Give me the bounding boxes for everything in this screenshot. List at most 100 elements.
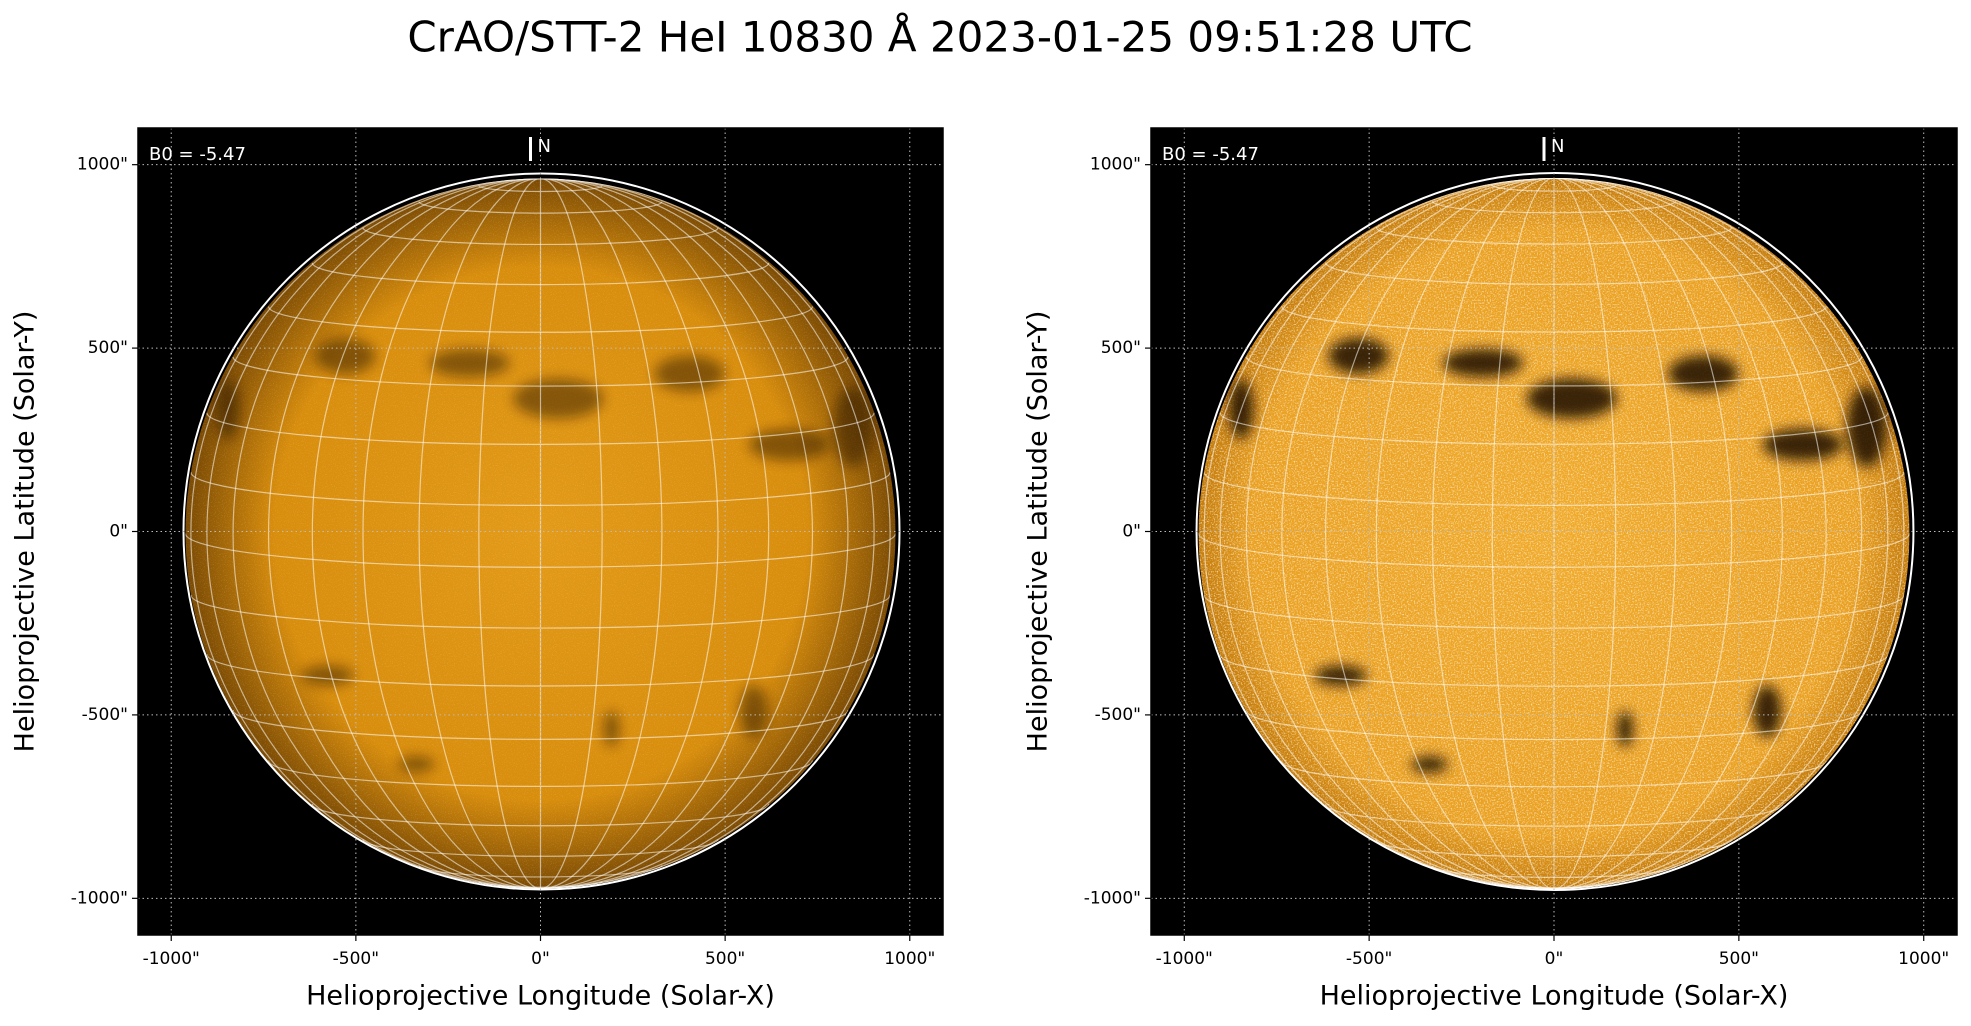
meridian [478, 178, 541, 889]
x-tick-label: 0" [531, 949, 550, 969]
parallel [232, 356, 849, 387]
parallel [1431, 200, 1677, 214]
meridian [540, 178, 770, 889]
filament [513, 378, 604, 419]
plot-frame [1150, 127, 1958, 936]
y-tick-label: 500" [1101, 338, 1141, 358]
meridian [362, 178, 541, 889]
x-axis-label: Helioprojective Longitude (Solar-X) [1320, 981, 1789, 1012]
parallel [1281, 760, 1827, 788]
y-axis-label: Helioprojective Latitude (Solar-Y) [1023, 311, 1054, 753]
x-tick-label: 500" [705, 949, 745, 969]
meridian [1553, 178, 1863, 889]
meridian [1324, 178, 1555, 889]
filament [1328, 337, 1389, 374]
parallel [1324, 262, 1784, 285]
y-axis-label: Helioprojective Latitude (Solar-Y) [10, 311, 41, 753]
meridian [267, 178, 541, 889]
meridian [1281, 178, 1555, 889]
x-tick-label: 0" [1545, 949, 1564, 969]
filament [1846, 386, 1887, 467]
filament [603, 710, 620, 747]
meridian [1553, 178, 1889, 889]
parallel [418, 201, 663, 214]
meridian [1431, 178, 1555, 889]
y-tick-label: -1000" [1084, 888, 1141, 908]
meridian [1553, 178, 1827, 889]
parallel [1245, 710, 1863, 741]
y-tick-label: 500" [88, 338, 128, 358]
meridian [540, 178, 719, 889]
x-tick-label: -500" [333, 949, 379, 969]
meridian [540, 178, 663, 889]
meridian [1553, 178, 1677, 889]
x-tick-label: -1000" [143, 949, 200, 969]
parallel [232, 710, 849, 740]
filament [654, 355, 725, 392]
parallel [311, 262, 770, 286]
north-label: N [1551, 136, 1564, 157]
meridian [1553, 178, 1617, 889]
meridian [540, 178, 849, 889]
north-label: N [538, 136, 551, 157]
meridian [232, 178, 541, 889]
parallel [1198, 533, 1910, 568]
parallel [1203, 472, 1905, 506]
filament [315, 337, 376, 374]
meridian [1245, 178, 1555, 889]
meridian [540, 178, 814, 889]
meridian [1553, 178, 1733, 889]
meridian [1491, 178, 1555, 889]
filament [301, 665, 354, 686]
x-tick-label: 1000" [884, 949, 935, 969]
parallel [1375, 839, 1733, 858]
parallel [418, 865, 663, 878]
parallel [206, 654, 875, 687]
filament [1668, 355, 1739, 392]
meridian [1553, 178, 1784, 889]
meridian [311, 178, 541, 889]
annotation: B0 = -5.47 [1162, 144, 1259, 165]
x-tick-label: -1000" [1156, 949, 1213, 969]
parallel [1431, 865, 1677, 878]
filament [429, 349, 510, 378]
y-tick-label: 0" [109, 522, 128, 542]
parallel [362, 227, 719, 246]
parallel [190, 472, 891, 506]
annotation: B0 = -5.47 [149, 144, 246, 165]
y-tick-label: -1000" [71, 888, 128, 908]
filament [832, 386, 873, 467]
x-tick-label: -500" [1346, 949, 1392, 969]
y-tick-label: -500" [1095, 705, 1141, 725]
parallel [1491, 881, 1617, 889]
filament [1753, 685, 1782, 738]
meridian [540, 178, 875, 889]
filament [739, 685, 768, 738]
parallel [1375, 227, 1733, 245]
plot-frame [137, 127, 944, 936]
filament [1314, 665, 1367, 686]
dark-filaments [216, 337, 873, 773]
x-tick-label: 500" [1719, 949, 1759, 969]
parallel [185, 533, 896, 568]
filament [1526, 378, 1617, 419]
filament [1762, 428, 1843, 461]
y-tick-label: 0" [1122, 522, 1141, 542]
parallel [478, 881, 603, 888]
x-axis-label: Helioprojective Longitude (Solar-X) [306, 981, 775, 1012]
parallel [267, 306, 814, 333]
dark-filaments [1229, 337, 1887, 773]
x-tick-label: 1000" [1898, 949, 1949, 969]
meridian [1375, 178, 1555, 889]
filament [1442, 348, 1523, 377]
filament [1617, 710, 1634, 747]
meridian [206, 178, 541, 889]
parallel [1281, 306, 1827, 333]
y-tick-label: 1000" [1090, 155, 1141, 175]
y-tick-label: 1000" [77, 155, 128, 175]
y-tick-label: -500" [82, 705, 128, 725]
parallel [362, 839, 719, 857]
meridian [1219, 178, 1555, 889]
meridian [540, 178, 603, 889]
